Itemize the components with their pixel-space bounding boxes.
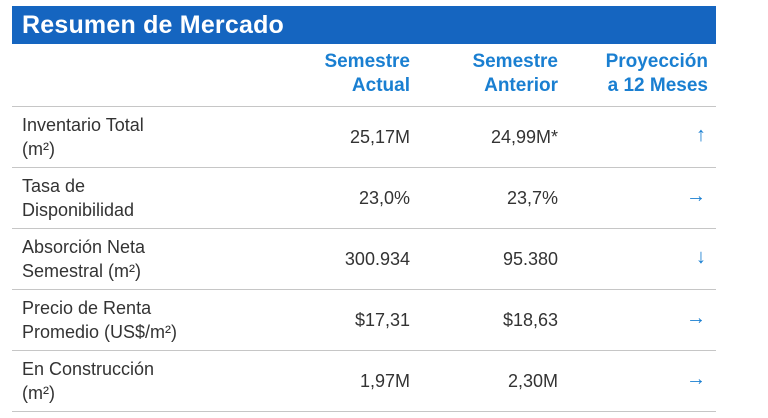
value-anterior: 2,30M <box>507 371 558 391</box>
header-line: Actual <box>351 75 410 96</box>
row-label-line: Semestral (m²) <box>22 261 142 281</box>
row-label-line: (m²) <box>22 383 55 403</box>
value-actual: 300.934 <box>344 249 410 269</box>
table-row-absorcion: Absorción Neta Semestral (m²) 300.934 95… <box>12 228 716 289</box>
column-header-row: Semestre Actual Semestre Anterior Proyec… <box>12 44 716 106</box>
value-actual: $17,31 <box>354 310 410 330</box>
row-label: Absorción Neta Semestral (m²) <box>22 235 145 283</box>
header-semestre-actual: Semestre Actual <box>324 50 410 98</box>
row-label-line: Inventario Total <box>22 115 144 135</box>
value-actual: 25,17M <box>349 127 410 147</box>
row-label-line: Precio de Renta <box>22 298 152 318</box>
table-row-precio-renta: Precio de Renta Promedio (US$/m²) $17,31… <box>12 289 716 350</box>
header-line: Semestre <box>324 51 410 72</box>
row-label-line: Absorción Neta <box>22 237 146 257</box>
table-row-disponibilidad: Tasa de Disponibilidad 23,0% 23,7% → <box>12 167 716 228</box>
table-title: Resumen de Mercado <box>22 10 285 39</box>
header-proyeccion: Proyección a 12 Meses <box>606 50 708 98</box>
value-actual: 1,97M <box>359 371 410 391</box>
row-label-line: (m²) <box>22 139 55 159</box>
row-label: En Construcción (m²) <box>22 357 154 405</box>
row-label-line: En Construcción <box>22 359 155 379</box>
header-line: Proyección <box>605 51 708 72</box>
row-label: Tasa de Disponibilidad <box>22 174 134 222</box>
row-label-line: Tasa de <box>22 176 86 196</box>
row-label: Inventario Total (m²) <box>22 113 144 161</box>
arrow-right-icon: → <box>686 185 706 207</box>
arrow-up-icon: ↑ <box>696 124 706 146</box>
row-label-line: Disponibilidad <box>22 200 135 220</box>
market-summary-table: Resumen de Mercado Semestre Actual Semes… <box>12 6 716 412</box>
table-row-inventario: Inventario Total (m²) 25,17M 24,99M* ↑ <box>12 106 716 167</box>
header-semestre-anterior: Semestre Anterior <box>472 50 558 98</box>
header-line: Anterior <box>484 75 558 96</box>
table-row-construccion: En Construcción (m²) 1,97M 2,30M → <box>12 350 716 412</box>
header-line: Semestre <box>472 51 558 72</box>
row-label-line: Promedio (US$/m²) <box>22 322 178 342</box>
arrow-right-icon: → <box>686 307 706 329</box>
row-label: Precio de Renta Promedio (US$/m²) <box>22 296 177 344</box>
value-anterior: 95.380 <box>502 249 558 269</box>
title-bar: Resumen de Mercado <box>12 6 716 44</box>
arrow-down-icon: ↓ <box>696 246 706 268</box>
header-line: a 12 Meses <box>607 75 708 96</box>
value-actual: 23,0% <box>358 188 410 208</box>
value-anterior: 24,99M* <box>490 127 558 147</box>
value-anterior: 23,7% <box>506 188 558 208</box>
arrow-right-icon: → <box>686 368 706 390</box>
value-anterior: $18,63 <box>502 310 558 330</box>
